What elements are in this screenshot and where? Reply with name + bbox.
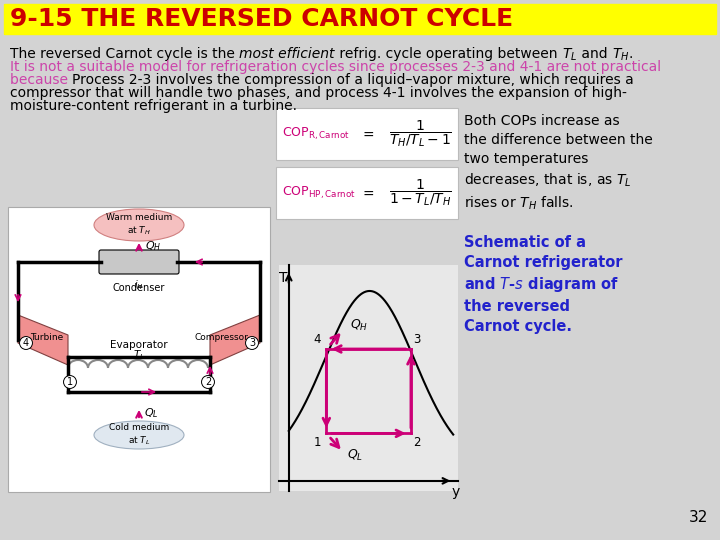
Text: moisture-content refrigerant in a turbine.: moisture-content refrigerant in a turbin… bbox=[10, 99, 297, 113]
Ellipse shape bbox=[94, 209, 184, 241]
Text: $Q_H$: $Q_H$ bbox=[145, 239, 161, 253]
Text: The reversed Carnot cycle is the: The reversed Carnot cycle is the bbox=[10, 47, 239, 61]
Text: 32: 32 bbox=[688, 510, 708, 525]
Ellipse shape bbox=[94, 421, 184, 449]
FancyBboxPatch shape bbox=[276, 167, 458, 219]
FancyBboxPatch shape bbox=[4, 4, 716, 34]
Text: Compressor: Compressor bbox=[194, 333, 248, 341]
Text: Process 2-3 involves the compression of a liquid–vapor mixture, which requires a: Process 2-3 involves the compression of … bbox=[73, 73, 634, 87]
FancyBboxPatch shape bbox=[99, 250, 179, 274]
Polygon shape bbox=[210, 315, 260, 365]
Text: 3: 3 bbox=[249, 338, 255, 348]
Text: 1: 1 bbox=[313, 436, 320, 449]
Text: $Q_L$: $Q_L$ bbox=[348, 448, 364, 463]
Text: refrig. cycle operating between: refrig. cycle operating between bbox=[335, 47, 562, 61]
Text: 4: 4 bbox=[23, 338, 29, 348]
Text: Turbine: Turbine bbox=[30, 333, 63, 341]
Text: Cold medium
at $T_L$: Cold medium at $T_L$ bbox=[109, 423, 169, 447]
Text: $T_L$: $T_L$ bbox=[133, 348, 145, 362]
Text: and: and bbox=[577, 47, 612, 61]
FancyBboxPatch shape bbox=[8, 207, 270, 492]
Text: Warm medium
at $T_H$: Warm medium at $T_H$ bbox=[106, 213, 172, 237]
Text: 4: 4 bbox=[313, 333, 320, 346]
Text: $=$: $=$ bbox=[359, 127, 374, 141]
Text: $Q_L$: $Q_L$ bbox=[144, 406, 158, 420]
Text: It is not a suitable model for refrigeration cycles since processes 2-3 and 4-1 : It is not a suitable model for refrigera… bbox=[10, 60, 661, 74]
Text: Condenser: Condenser bbox=[113, 283, 165, 293]
Text: $Q_H$: $Q_H$ bbox=[350, 318, 368, 333]
Text: $\mathrm{COP_{R,Carnot}}$: $\mathrm{COP_{R,Carnot}}$ bbox=[282, 126, 350, 142]
FancyBboxPatch shape bbox=[276, 108, 458, 160]
Text: $\mathrm{COP_{HP,Carnot}}$: $\mathrm{COP_{HP,Carnot}}$ bbox=[282, 185, 356, 201]
Text: Schematic of a
Carnot refrigerator
and $T$-$s$ diagram of
the reversed
Carnot cy: Schematic of a Carnot refrigerator and $… bbox=[464, 235, 623, 334]
Text: 2: 2 bbox=[413, 436, 420, 449]
Text: $i_H$: $i_H$ bbox=[134, 278, 144, 292]
Text: 3: 3 bbox=[413, 333, 420, 346]
Text: because: because bbox=[10, 73, 73, 87]
Text: y: y bbox=[451, 485, 459, 500]
Text: 9-15 THE REVERSED CARNOT CYCLE: 9-15 THE REVERSED CARNOT CYCLE bbox=[10, 7, 513, 31]
Text: 2: 2 bbox=[205, 377, 211, 387]
Text: $T_L$: $T_L$ bbox=[562, 47, 577, 63]
Text: T: T bbox=[279, 271, 287, 285]
Text: $T_H$.: $T_H$. bbox=[612, 47, 633, 63]
Text: $\dfrac{1}{T_H/T_L - 1}$: $\dfrac{1}{T_H/T_L - 1}$ bbox=[389, 119, 451, 150]
Text: $=$: $=$ bbox=[359, 186, 374, 200]
Text: compressor that will handle two phases, and process 4-1 involves the expansion o: compressor that will handle two phases, … bbox=[10, 86, 627, 100]
Polygon shape bbox=[18, 315, 68, 365]
Text: Evaporator: Evaporator bbox=[110, 340, 168, 350]
Text: Both COPs increase as
the difference between the
two temperatures
decreases, tha: Both COPs increase as the difference bet… bbox=[464, 114, 653, 212]
Text: $\dfrac{1}{1 - T_L/T_H}$: $\dfrac{1}{1 - T_L/T_H}$ bbox=[389, 178, 451, 208]
Text: 1: 1 bbox=[67, 377, 73, 387]
Text: most efficient: most efficient bbox=[239, 47, 335, 61]
